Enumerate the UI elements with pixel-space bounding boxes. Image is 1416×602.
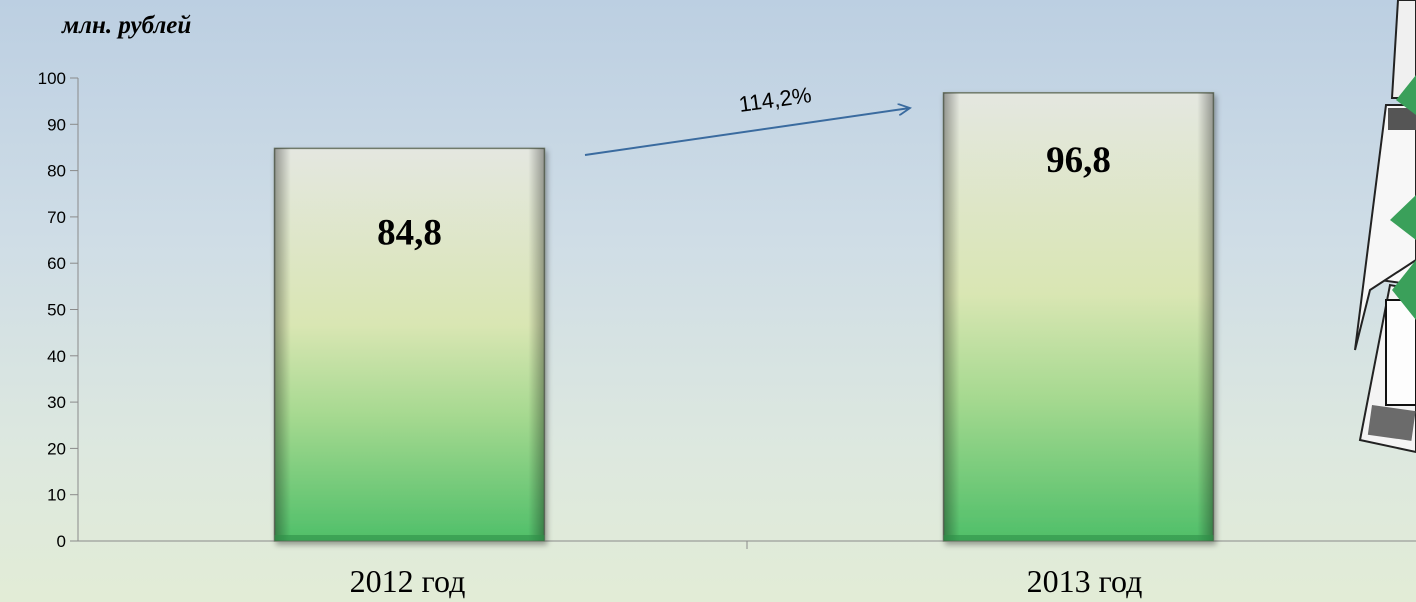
bars: 84,8 96,8: [273, 92, 1215, 542]
bar-value-label: 84,8: [377, 212, 442, 253]
y-tick-label: 40: [47, 347, 66, 366]
bar-bevel: [943, 92, 1214, 541]
x-category-label: 2012 год: [350, 563, 466, 599]
y-tick-label: 60: [47, 254, 66, 273]
growth-arrow-line: [584, 108, 910, 156]
bar-bevel: [274, 148, 545, 541]
bar-base: [274, 535, 545, 541]
y-tick-label: 70: [47, 208, 66, 227]
growth-arrow: 114,2%: [584, 82, 910, 156]
y-tick-label: 0: [57, 532, 66, 551]
bar-base: [943, 535, 1214, 541]
y-tick-label: 100: [38, 69, 66, 88]
y-tick-label: 80: [47, 162, 66, 181]
bar-value-label: 96,8: [1046, 140, 1111, 181]
y-tick-label: 90: [47, 115, 66, 134]
y-tick-label: 20: [47, 439, 66, 458]
bar-1: 84,8: [273, 147, 546, 542]
y-tick-label: 10: [47, 486, 66, 505]
documents-stack-icon: [1354, 0, 1416, 454]
x-category-label: 2013 год: [1027, 563, 1143, 599]
bar-2: 96,8: [942, 92, 1215, 542]
y-tick-label: 50: [47, 301, 66, 320]
growth-label: 114,2%: [737, 82, 813, 117]
unit-label: млн. рублей: [62, 12, 192, 39]
y-tick-label: 30: [47, 393, 66, 412]
